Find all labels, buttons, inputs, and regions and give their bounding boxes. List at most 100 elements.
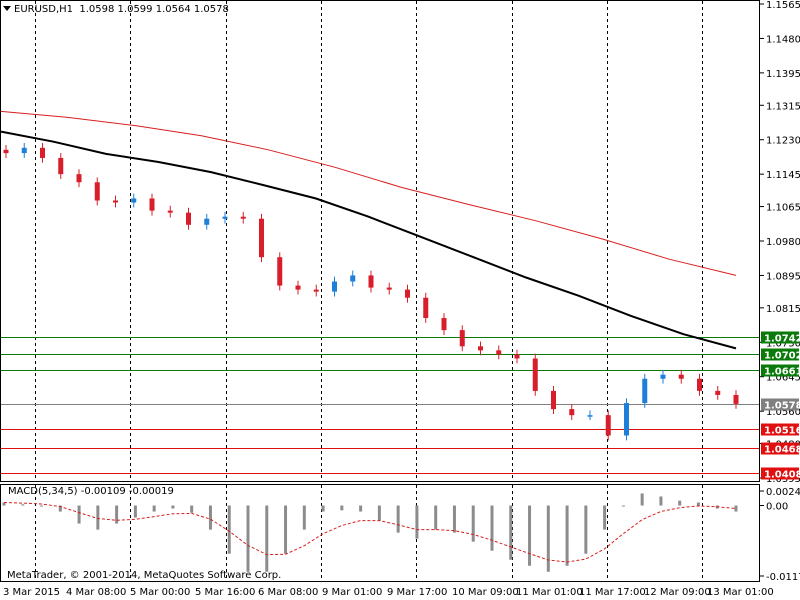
price-tick-label: 1.1315: [766, 101, 800, 112]
price-tick-label: 1.0980: [766, 237, 800, 248]
candle-body: [551, 390, 556, 410]
candle-body: [423, 297, 429, 318]
date-label: 5 Mar 16:00: [195, 587, 255, 598]
macd-bar: [152, 505, 156, 512]
candle-body: [569, 409, 575, 416]
price-line-tag: [761, 348, 799, 361]
copyright-text: MetaTrader, © 2001-2014, MetaQuotes Soft…: [7, 570, 282, 581]
candle-body: [441, 317, 447, 331]
macd-bar: [96, 505, 100, 530]
candle-body: [259, 218, 264, 258]
macd-bar: [734, 505, 738, 512]
candle-body: [496, 350, 502, 355]
candle-body: [3, 149, 9, 154]
symbol-info: EURUSD,H1 1.0598 1.0599 1.0564 1.0578: [3, 4, 229, 15]
macd-bar: [246, 505, 250, 572]
macd-bar: [640, 493, 644, 506]
price-line-label: 1.0408: [764, 470, 800, 481]
candle-body: [532, 358, 538, 391]
macd-bar: [696, 502, 700, 506]
candle-body: [21, 147, 27, 154]
price-line-label: 1.0578: [764, 401, 800, 412]
macd-bar: [58, 505, 62, 512]
macd-bar: [190, 505, 194, 513]
macd-bar: [265, 505, 269, 572]
price-line-label: 1.0702: [764, 351, 800, 362]
candle-body: [313, 289, 319, 292]
macd-bar: [77, 505, 81, 524]
candle-body: [587, 415, 593, 417]
macd-bar: [565, 505, 569, 566]
macd-bar: [40, 505, 44, 507]
axis-layer: 1.1565 1.1480 1.1395 1.1315 1.1230 1.1145 1.10…: [3, 0, 800, 598]
macd-signal-line: [3, 502, 737, 563]
date-label: 10 Mar 09:00: [452, 587, 519, 598]
candle-body: [222, 216, 228, 219]
price-tick-label: 1.1565: [766, 0, 800, 11]
candle-body: [94, 182, 100, 201]
macd-tick-label: 0.00241: [766, 487, 800, 498]
date-label: 12 Mar 09:00: [644, 587, 711, 598]
candle-body: [295, 285, 301, 290]
candle-body: [642, 378, 648, 404]
price-line-tag: [761, 442, 799, 455]
macd-bar: [471, 505, 475, 542]
price-tick-label: 1.1230: [766, 136, 800, 147]
candle-body: [478, 346, 483, 351]
candle-body: [678, 374, 684, 379]
candle-body: [715, 390, 721, 395]
macd-bar: [603, 505, 607, 530]
macd-pane-frame: [0, 484, 760, 582]
candle-body: [332, 281, 337, 292]
date-label: 6 Mar 08:00: [258, 587, 318, 598]
macd-tick-label: -0.0117: [766, 572, 800, 583]
symbol-label: EURUSD,H1: [14, 4, 74, 15]
macd-bar: [284, 505, 288, 554]
date-label: 9 Mar 01:00: [322, 587, 382, 598]
candle-body: [697, 378, 702, 391]
candle-body: [660, 374, 666, 379]
candle-body: [368, 275, 374, 288]
macd-bar: [546, 505, 550, 572]
price-line-label: 1.0468: [764, 445, 800, 456]
main-pane: [0, 0, 760, 482]
main-pane-frame: [0, 0, 760, 482]
date-label: 11 Mar 17:00: [579, 587, 646, 598]
price-tick-label: 1.1065: [766, 203, 800, 214]
candle-body: [167, 210, 173, 213]
ohlc-values: 1.0598 1.0599 1.0564 1.0578: [79, 4, 229, 15]
candle-body: [605, 415, 611, 436]
candle-body: [58, 157, 64, 175]
macd-tick-label: 0.00: [766, 502, 788, 513]
candle-body: [240, 216, 246, 219]
macd-bar: [415, 505, 419, 539]
macd-bar: [621, 505, 625, 507]
macd-bar: [396, 505, 400, 533]
candle-body: [40, 147, 45, 158]
date-label: 3 Mar 2015: [3, 587, 60, 598]
dropdown-triangle-icon[interactable]: [3, 6, 11, 11]
candle-body: [386, 287, 392, 290]
macd-bar: [171, 505, 175, 509]
candle-body: [277, 257, 283, 286]
candle-body: [514, 354, 520, 359]
macd-bar: [133, 505, 137, 518]
price-line-tag: [761, 364, 799, 377]
macd-bar: [2, 502, 6, 506]
candle-body: [405, 289, 410, 298]
price-line-tag: [761, 331, 799, 344]
price-line-label: 1.0742: [764, 334, 800, 345]
ma-slow-line: [0, 110, 737, 276]
macd-bar: [452, 505, 456, 533]
candle-body: [186, 212, 191, 225]
price-line-tag: [761, 423, 799, 436]
candle-body: [350, 275, 356, 282]
candle-body: [149, 198, 155, 211]
macd-bar: [490, 505, 494, 551]
date-label: 5 Mar 00:00: [130, 587, 190, 598]
macd-bar: [340, 505, 344, 511]
candle-body: [76, 174, 82, 183]
macd-bar: [302, 505, 306, 530]
price-tick-label: 1.1145: [766, 170, 800, 181]
